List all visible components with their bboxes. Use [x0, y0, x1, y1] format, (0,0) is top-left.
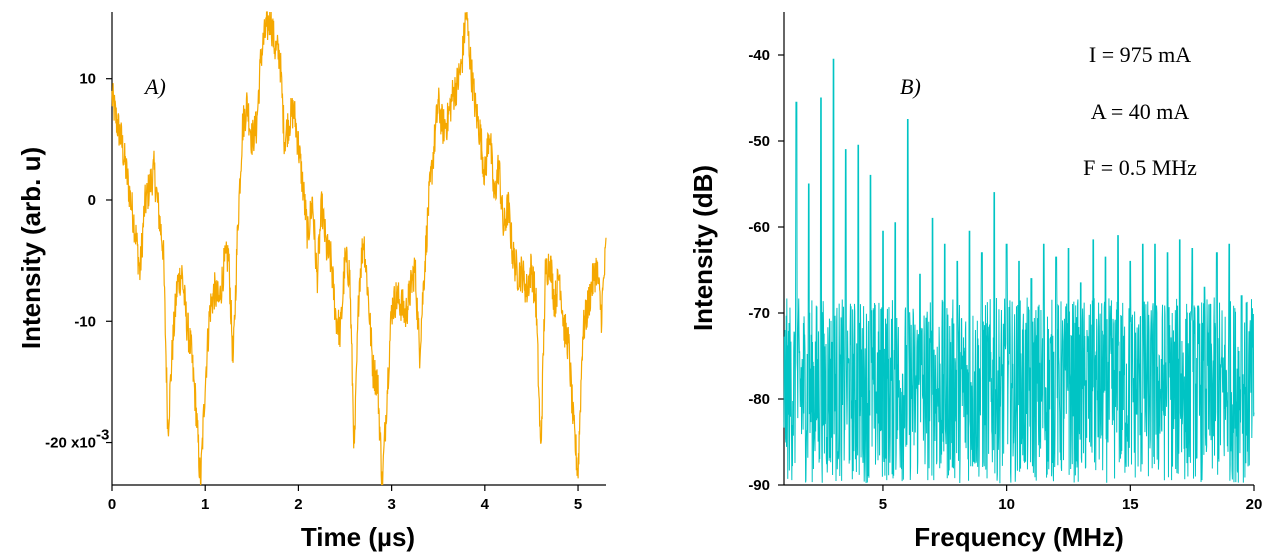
left-series-line [111, 11, 607, 486]
right-x-axis-label: Frequency (MHz) [914, 522, 1123, 552]
right-x-tick-label: 15 [1122, 496, 1139, 513]
left-x-tick-label: 4 [481, 496, 490, 513]
right-y-tick-label: -60 [748, 219, 770, 236]
right-x-tick-label: 20 [1246, 496, 1263, 513]
left-y-axis-label: Intensity (arb. u) [16, 147, 46, 349]
left-y-exponent: -3 [96, 427, 109, 444]
left-y-ticks: 10 0 -10 -20 x10 -3 [45, 71, 112, 452]
left-x-tick-label: 0 [108, 496, 116, 513]
right-x-tick-label: 10 [998, 496, 1015, 513]
annotation-frequency: F = 0.5 MHz [1083, 155, 1197, 180]
right-y-tick-label: -70 [748, 305, 770, 322]
right-y-tick-label: -90 [748, 477, 770, 494]
right-panel-label: B) [900, 74, 921, 99]
left-x-axis-label: Time (µs) [301, 522, 415, 552]
left-x-tick-label: 3 [387, 496, 395, 513]
left-y-tick-label: 10 [79, 71, 96, 88]
right-y-tick-label: -80 [748, 391, 770, 408]
left-y-tick-label: -10 [74, 313, 96, 330]
left-x-ticks: 0 1 2 3 4 5 [108, 485, 582, 513]
left-panel-label: A) [143, 74, 166, 99]
right-x-tick-label: 5 [879, 496, 887, 513]
annotation-current: I = 975 mA [1089, 42, 1191, 67]
left-x-tick-label: 1 [201, 496, 209, 513]
right-x-ticks: 5 10 15 20 [879, 485, 1263, 513]
right-y-tick-label: -50 [748, 133, 770, 150]
right-y-ticks: -40 -50 -60 -70 -80 -90 [748, 47, 784, 494]
right-series-line [783, 58, 1255, 484]
left-x-tick-label: 2 [294, 496, 302, 513]
right-y-axis-label: Intensity (dB) [688, 165, 718, 331]
left-y-tick-label: -20 x10 [45, 435, 96, 452]
left-y-tick-label: 0 [88, 192, 96, 209]
left-x-tick-label: 5 [574, 496, 582, 513]
panel-a: 0 1 2 3 4 5 10 0 -10 -20 x10 -3 A) Time (µs) Inte… [16, 11, 607, 552]
right-y-tick-label: -40 [748, 47, 770, 64]
panel-b: 5 10 15 20 -40 -50 -60 -70 -80 -90 B) I = 975 mA… [688, 12, 1262, 552]
annotation-amplitude: A = 40 mA [1091, 99, 1190, 124]
